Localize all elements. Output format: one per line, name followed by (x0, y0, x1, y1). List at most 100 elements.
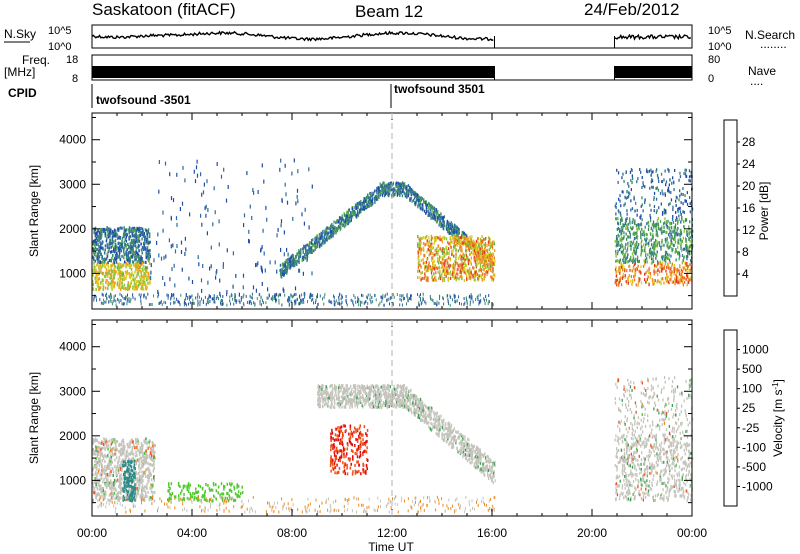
power-cell (137, 273, 139, 277)
power-cell (439, 294, 441, 298)
power-cell (451, 225, 453, 229)
power-cell (418, 303, 420, 307)
power-cell (333, 294, 335, 298)
power-cell (669, 231, 671, 235)
power-cell (676, 228, 678, 232)
power-cell (659, 270, 661, 274)
power-cell (494, 274, 496, 278)
power-cell (677, 252, 679, 256)
power-cell (303, 245, 306, 249)
power-cell (491, 270, 493, 274)
power-cell (296, 262, 298, 266)
power-cell (678, 269, 680, 273)
power-cell (477, 246, 479, 250)
power-cell (307, 300, 308, 304)
power-cell (143, 295, 145, 299)
power-cell (344, 214, 347, 218)
power-cell (121, 274, 123, 278)
power-cell (488, 299, 490, 303)
power-cell (674, 250, 676, 254)
power-cell (136, 252, 139, 256)
power-cell (147, 254, 149, 258)
power-cell (486, 270, 488, 274)
power-cell (330, 224, 332, 228)
power-cell (484, 298, 486, 302)
velocity-cell (144, 469, 147, 473)
velocity-cell (105, 478, 108, 482)
power-cell (415, 192, 417, 196)
power-cell (431, 278, 434, 282)
power-cell (142, 247, 144, 251)
power-cell (158, 253, 160, 258)
power-cell (107, 287, 109, 291)
cpid-segment-1: twofsound -3501 (96, 93, 191, 107)
power-cell (489, 260, 491, 264)
power-cell (382, 187, 384, 191)
power-cell (235, 301, 237, 305)
power-cell (687, 246, 689, 250)
power-cell (680, 220, 682, 224)
power-cell (125, 244, 127, 248)
power-cell (134, 297, 136, 301)
power-cell (145, 260, 147, 264)
power-cell (614, 268, 617, 272)
power-cell (111, 264, 113, 268)
power-cell (680, 241, 683, 245)
power-cell (199, 300, 201, 304)
power-cell (317, 243, 319, 247)
power-cell (468, 269, 470, 272)
power-cell (347, 217, 349, 221)
power-cell (352, 301, 354, 305)
power-cell (106, 254, 109, 258)
power-cell (307, 243, 309, 247)
power-cell (451, 222, 453, 226)
power-cell (367, 203, 369, 207)
power-cell (660, 247, 662, 251)
power-cell (294, 258, 296, 262)
power-cell (685, 219, 687, 223)
power-cell (201, 192, 203, 197)
power-cell (124, 297, 126, 301)
power-cell (132, 226, 134, 230)
power-cell (620, 230, 622, 234)
power-cell (437, 236, 439, 240)
power-cell (637, 255, 639, 259)
power-cell (318, 232, 321, 236)
power-cell (682, 276, 684, 280)
power-cell (97, 249, 100, 253)
nsky-trace-line (91, 30, 494, 42)
power-cell (681, 216, 683, 220)
power-cell (328, 299, 330, 303)
power-cell (629, 259, 631, 263)
power-cell (468, 247, 470, 251)
power-cell (97, 260, 99, 264)
power-cell (105, 281, 107, 285)
power-cell (491, 253, 493, 257)
power-cell (345, 299, 347, 303)
velocity-cell (149, 471, 152, 475)
power-cell (631, 220, 633, 224)
power-cell (412, 192, 414, 196)
power-cell (425, 260, 428, 264)
power-cell (342, 295, 343, 299)
power-cell (221, 302, 223, 306)
power-cell (319, 243, 322, 247)
power-cell (661, 277, 664, 280)
power-cell (326, 226, 328, 230)
power-cell (661, 257, 664, 261)
power-cell (293, 261, 296, 265)
power-cell (106, 236, 108, 240)
power-cell (646, 168, 648, 172)
velocity-cell (105, 480, 108, 484)
power-cell (325, 230, 327, 234)
power-cell (678, 206, 680, 210)
power-cell (625, 196, 627, 200)
power-cell (225, 198, 228, 203)
power-cell (626, 269, 628, 273)
power-cell (489, 267, 491, 271)
power-cell (441, 236, 443, 240)
power-cell (248, 239, 250, 244)
power-cell (410, 193, 412, 197)
power-cell (292, 254, 294, 258)
power-cell (137, 271, 140, 275)
